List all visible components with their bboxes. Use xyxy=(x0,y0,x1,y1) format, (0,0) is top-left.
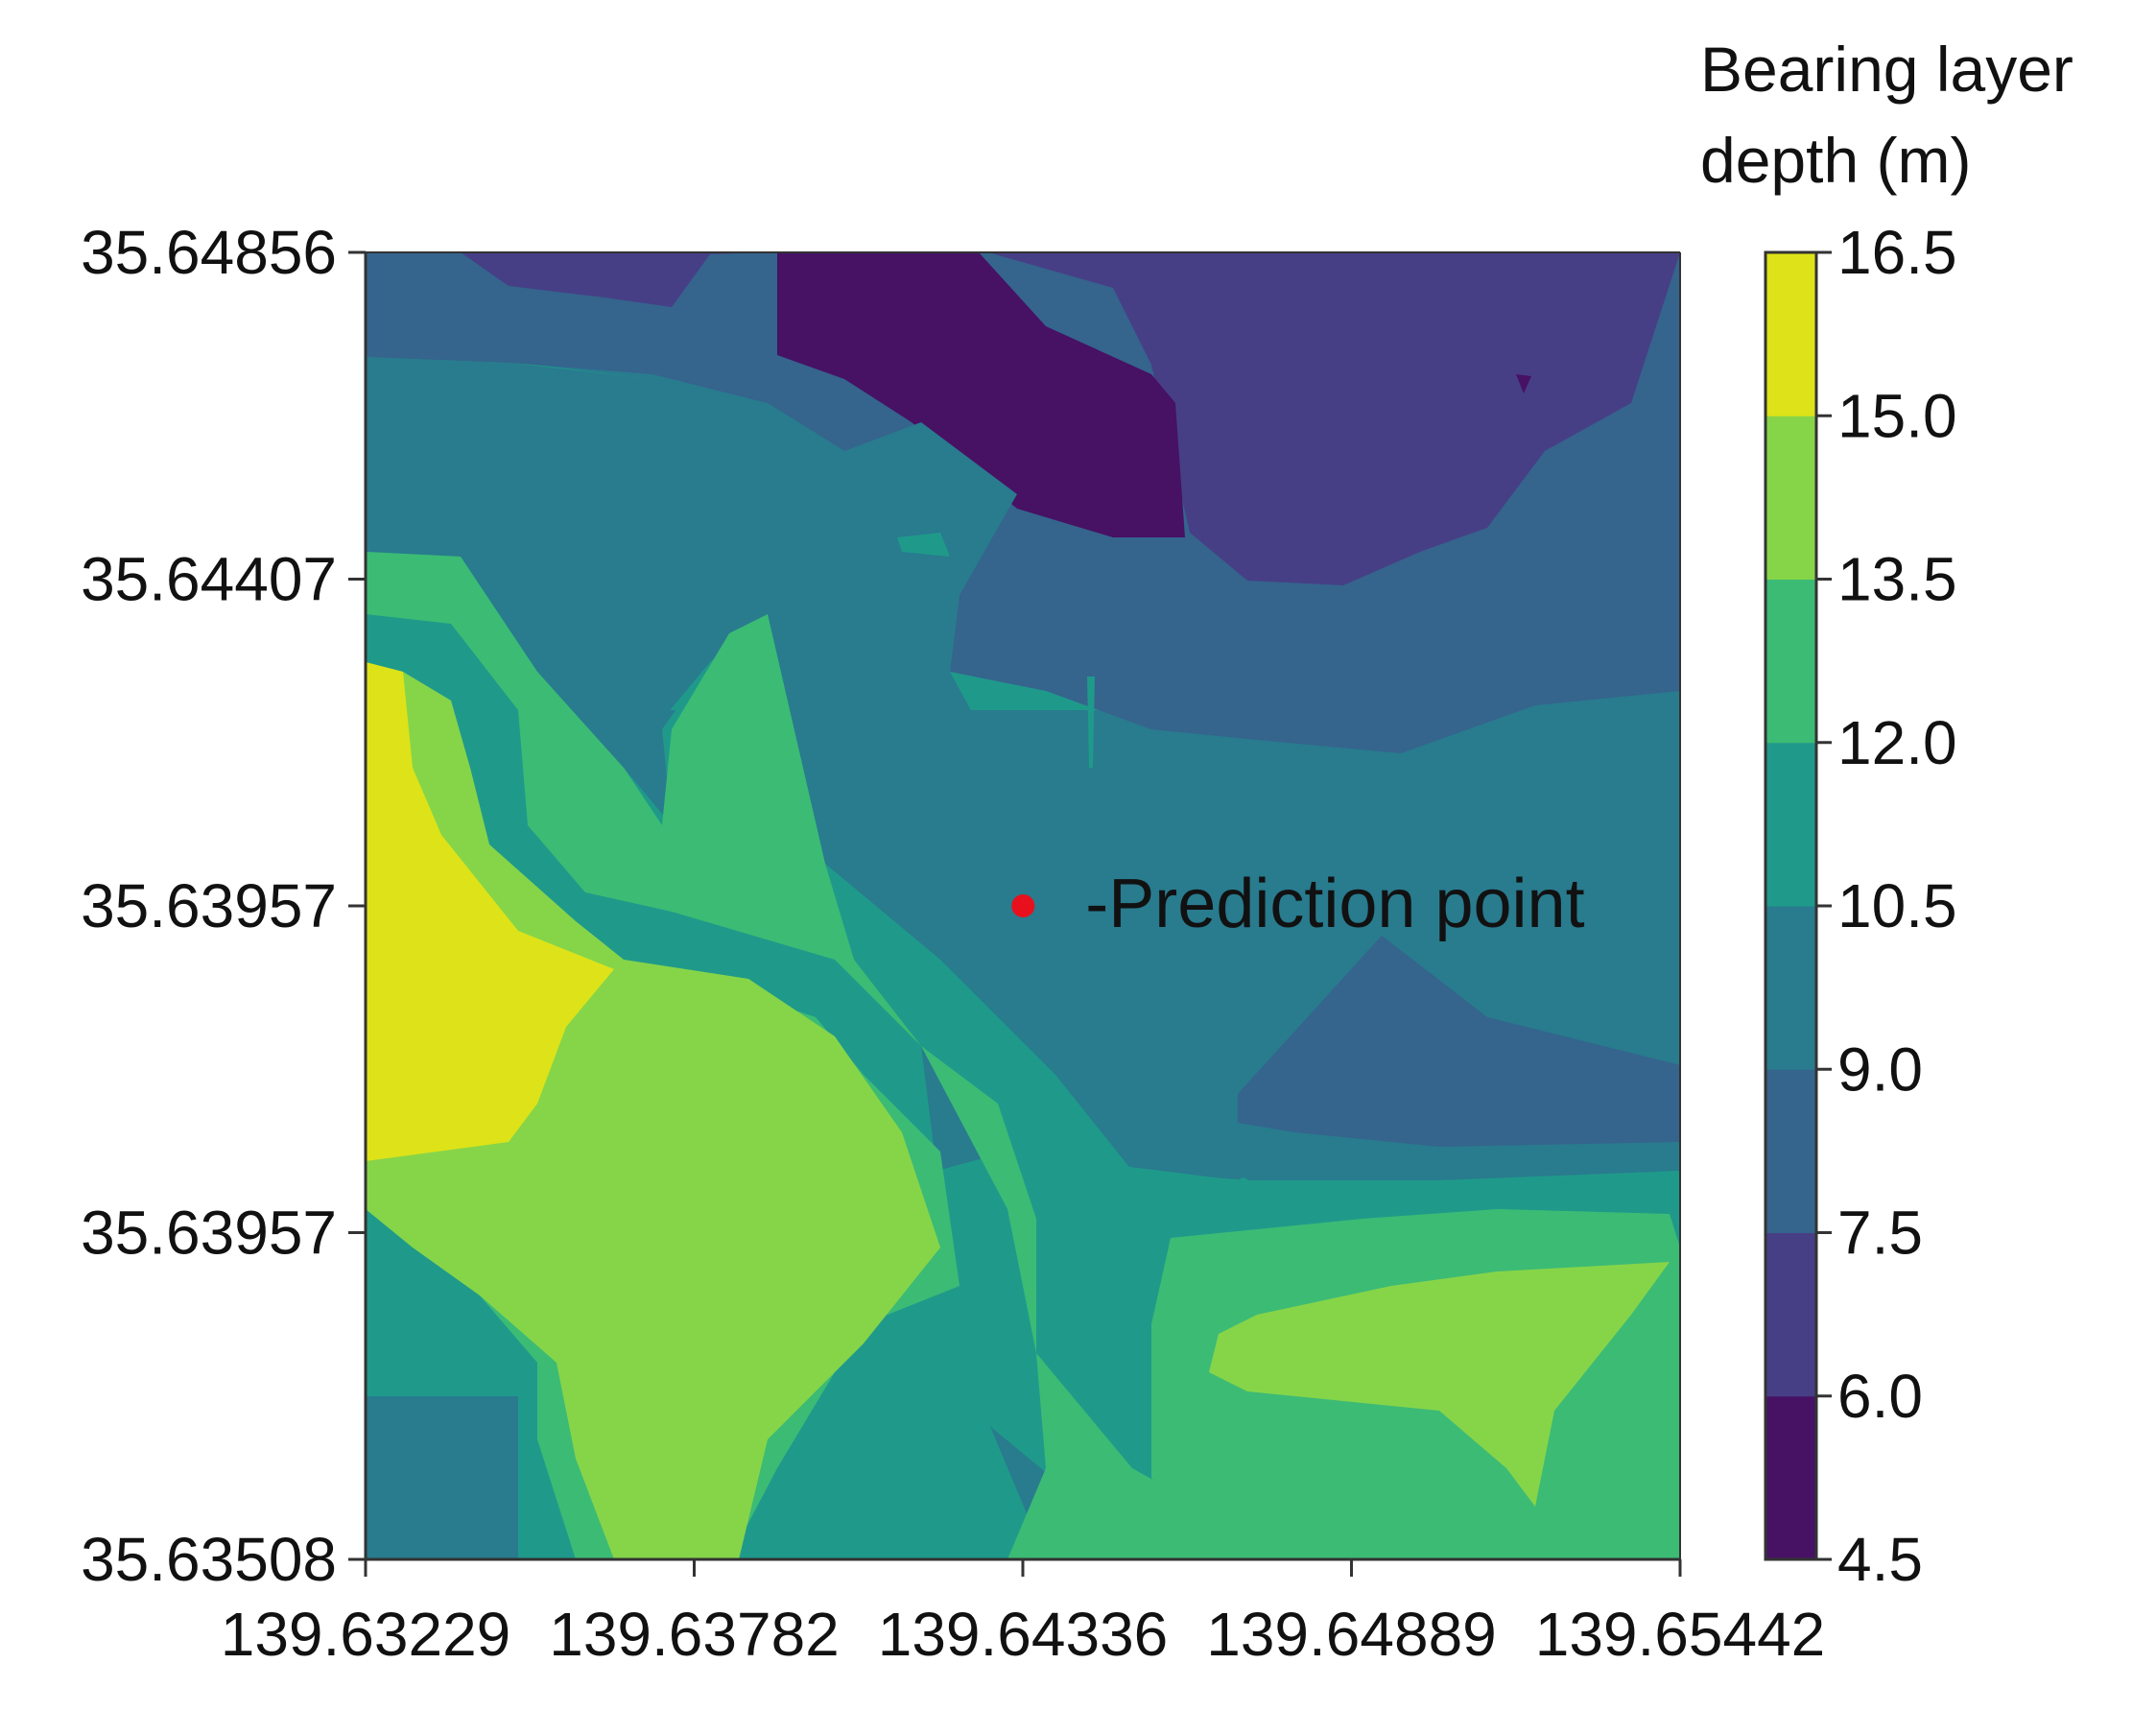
colorbar-title-line-1: Bearing layer xyxy=(1700,34,2073,105)
colorbar-tick-label: 12.0 xyxy=(1837,708,1957,777)
y-tick-label: 35.64856 xyxy=(81,218,337,287)
colorbar-segment xyxy=(1765,1069,1816,1233)
contour-band xyxy=(1087,677,1095,768)
colorbar-tick-label: 4.5 xyxy=(1837,1525,1923,1594)
contour-band xyxy=(897,533,950,557)
y-tick-label: 35.63957 xyxy=(81,1199,337,1268)
colorbar-tick-label: 6.0 xyxy=(1837,1362,1923,1431)
colorbar-title-line-2: depth (m) xyxy=(1700,125,1971,196)
x-ticks: 139.63229 139.63782 139.64336 139.64889 139.… xyxy=(221,1559,1826,1669)
contour-band xyxy=(1209,1262,1670,1507)
y-tick-label: 35.64407 xyxy=(81,545,337,614)
contour-band xyxy=(366,1396,518,1559)
contour-band xyxy=(366,662,614,1161)
y-ticks: 35.63508 35.63957 35.63957 35.64407 35.64856 xyxy=(81,218,366,1594)
contour-band xyxy=(777,252,1185,537)
contour-band xyxy=(461,252,1680,585)
contour-band xyxy=(366,662,940,1559)
x-tick-label: 139.63229 xyxy=(221,1600,511,1669)
x-tick-label: 139.64336 xyxy=(878,1600,1169,1669)
x-tick-label: 139.63782 xyxy=(549,1600,840,1669)
colorbar-tick-label: 15.0 xyxy=(1837,381,1957,450)
colorbar-tick-label: 13.5 xyxy=(1837,545,1957,614)
colorbar-segment xyxy=(1765,1395,1816,1560)
contour-band xyxy=(366,357,1680,1190)
colorbar-segment xyxy=(1765,416,1816,580)
colorbar-segment xyxy=(1765,252,1816,416)
y-tick-label: 35.63957 xyxy=(81,871,337,940)
colorbar-tick-label: 16.5 xyxy=(1837,218,1957,287)
contour-field xyxy=(366,252,1680,1559)
prediction-point-marker xyxy=(1011,894,1035,917)
colorbar-tick-label: 9.0 xyxy=(1837,1034,1923,1104)
colorbar: 4.5 6.0 7.5 9.0 10.5 12.0 13.5 15.0 16.5 xyxy=(1764,218,1957,1594)
y-tick-label: 35.63508 xyxy=(81,1525,337,1594)
colorbar-tick-label: 10.5 xyxy=(1837,871,1957,940)
colorbar-segment xyxy=(1765,906,1816,1070)
contour-band xyxy=(366,552,1295,1559)
colorbar-segment xyxy=(1765,1232,1816,1397)
prediction-point-label: -Prediction point xyxy=(1085,866,1584,942)
colorbar-segment xyxy=(1765,742,1816,907)
x-tick-label: 139.65442 xyxy=(1535,1600,1826,1669)
colorbar-segment xyxy=(1765,579,1816,744)
x-tick-label: 139.64889 xyxy=(1206,1600,1497,1669)
colorbar-tick-label: 7.5 xyxy=(1837,1199,1923,1268)
contour-band xyxy=(1516,374,1531,393)
contour-band xyxy=(1238,936,1680,1147)
